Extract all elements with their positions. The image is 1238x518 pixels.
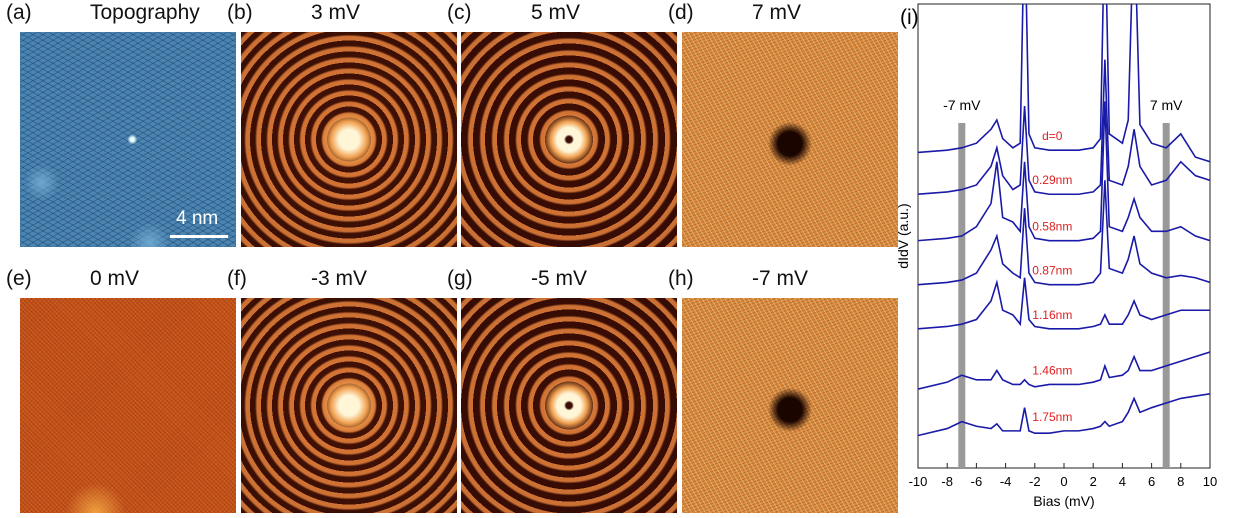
curve-label: 1.16nm (1032, 308, 1072, 322)
x-tick-label: 4 (1119, 474, 1126, 489)
x-tick-label: -10 (909, 474, 928, 489)
panel-label: (b) (227, 1, 253, 25)
panel-label: (h) (668, 267, 694, 291)
band-label: 7 mV (1150, 97, 1183, 113)
panel-label: (c) (447, 1, 472, 25)
x-tick-label: -8 (941, 474, 953, 489)
x-tick-label: 8 (1177, 474, 1184, 489)
x-tick-label: 10 (1203, 474, 1217, 489)
panel-label: (g) (447, 267, 473, 291)
panel-title: -5 mV (531, 267, 587, 291)
x-tick-label: 0 (1060, 474, 1067, 489)
scale-bar-label: 4 nm (176, 208, 218, 230)
x-tick-label: -6 (971, 474, 983, 489)
curve-label: 0.58nm (1032, 220, 1072, 234)
panel-title: 3 mV (311, 1, 360, 25)
panel-title: -3 mV (311, 267, 367, 291)
curve-label: 0.87nm (1032, 264, 1072, 278)
panel-label: (e) (6, 267, 32, 291)
x-tick-label: -4 (1000, 474, 1012, 489)
x-tick-label: 6 (1148, 474, 1155, 489)
stm-image (461, 32, 677, 247)
curve-label: 1.46nm (1032, 363, 1072, 377)
panel-title: 5 mV (531, 1, 580, 25)
stm-image (682, 298, 898, 513)
stm-image (682, 32, 898, 247)
figure: (i) Bias (mV) dIdV (a.u.) -10-8-6-4-2024… (0, 0, 1238, 518)
x-axis-label: Bias (mV) (1033, 493, 1094, 509)
x-tick-label: -2 (1029, 474, 1041, 489)
stm-image (20, 298, 236, 513)
stm-image (461, 298, 677, 513)
energy-band (1163, 123, 1170, 468)
stm-image (241, 298, 457, 513)
scale-bar (170, 235, 228, 238)
panel-title: -7 mV (752, 267, 808, 291)
panel-title: Topography (90, 1, 200, 25)
panel-title: 7 mV (752, 1, 801, 25)
stm-image (241, 32, 457, 247)
curve-label: d=0 (1042, 129, 1063, 143)
panel-label: (f) (227, 267, 247, 291)
band-label: -7 mV (943, 97, 981, 113)
panel-label: (d) (668, 1, 694, 25)
energy-band (958, 123, 965, 468)
curve-label: 1.75nm (1032, 410, 1072, 424)
panel-title: 0 mV (90, 267, 139, 291)
panel-label: (a) (6, 1, 32, 25)
curve-label: 0.29nm (1032, 173, 1072, 187)
x-tick-label: 2 (1090, 474, 1097, 489)
panel-label: (i) (900, 6, 919, 29)
